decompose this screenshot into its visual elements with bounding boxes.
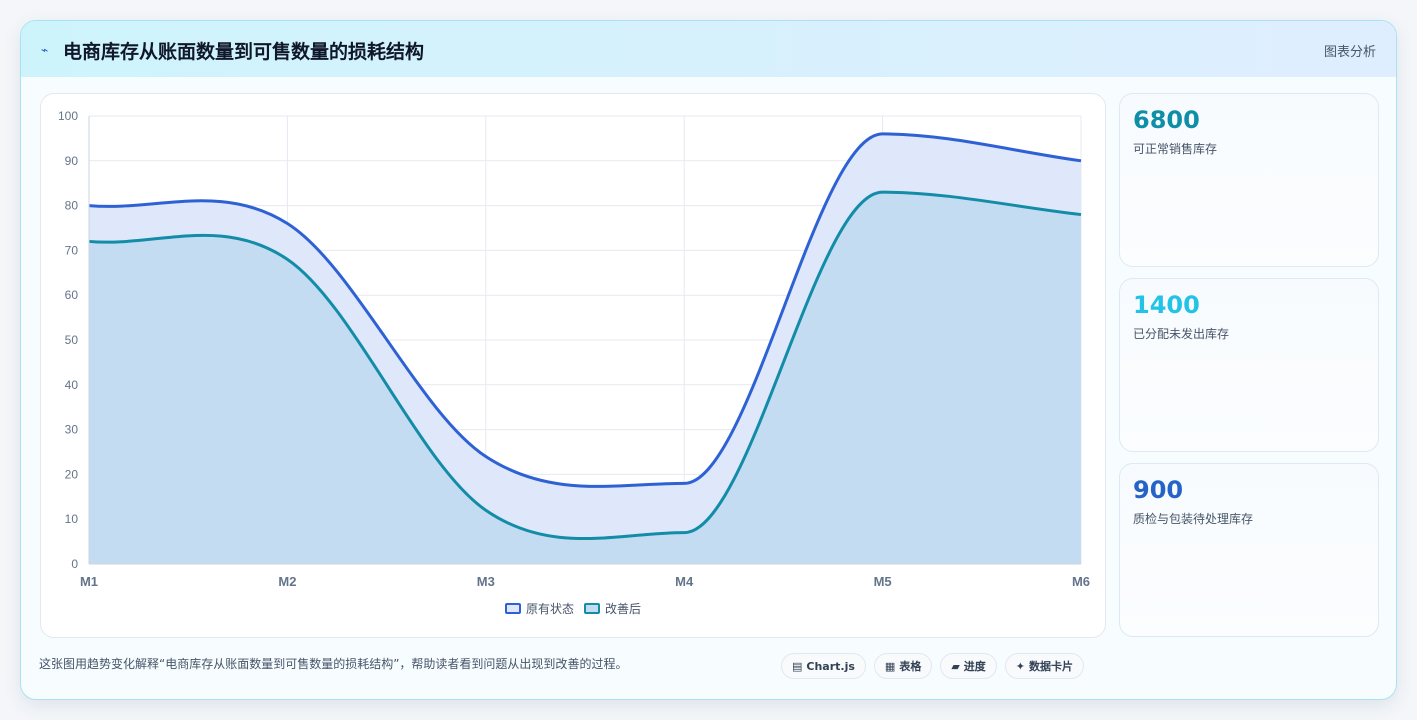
progress-icon: ▰	[951, 659, 960, 673]
x-tick-label: M2	[278, 574, 296, 589]
card-header: ⌁ 电商库存从账面数量到可售数量的损耗结构 图表分析	[21, 21, 1396, 77]
y-tick-label: 0	[71, 557, 78, 571]
y-tick-label: 30	[65, 423, 79, 437]
chip-progress[interactable]: ▰ 进度	[940, 653, 997, 679]
y-tick-label: 10	[65, 512, 79, 526]
legend-item-original[interactable]: 原有状态	[504, 600, 574, 617]
kpi-card-qc-pending: 900 质检与包装待处理库存	[1119, 463, 1379, 637]
y-tick-label: 80	[65, 199, 79, 213]
sparkle-icon: ✦	[1015, 659, 1026, 673]
chart-legend: 原有状态 改善后	[41, 600, 1105, 617]
kpi-card-sellable: 6800 可正常销售库存	[1119, 93, 1379, 267]
chip-chartjs[interactable]: ▤ Chart.js	[781, 653, 866, 679]
kpi-label: 质检与包装待处理库存	[1133, 512, 1254, 526]
x-tick-label: M3	[477, 574, 495, 589]
y-tick-label: 60	[65, 288, 79, 302]
kpi-label: 可正常销售库存	[1133, 142, 1218, 156]
dashboard-card: ⌁ 电商库存从账面数量到可售数量的损耗结构 图表分析 0 10 20 30 40 50 60…	[20, 20, 1397, 700]
pulse-icon: ⌁	[41, 43, 49, 57]
series-line-0	[88, 132, 1082, 488]
kpi-value: 1400	[1133, 291, 1200, 319]
chart-analysis-tag: 图表分析	[1323, 45, 1376, 60]
y-tick-label: 100	[58, 109, 78, 123]
kpi-value: 900	[1133, 476, 1184, 504]
chip-label: 数据卡片	[1029, 660, 1074, 673]
x-tick-label: M1	[80, 574, 98, 589]
series-area-1	[89, 192, 1081, 564]
legend-label-original: 原有状态	[525, 602, 574, 616]
legend-item-improved[interactable]: 改善后	[584, 600, 641, 617]
series-line-1	[88, 190, 1082, 540]
chart-caption: 这张图用趋势变化解释“电商库存从账面数量到可售数量的损耗结构”，帮助读者看到问题…	[39, 657, 628, 671]
y-tick-label: 20	[65, 467, 79, 481]
x-tick-label: M4	[675, 574, 694, 589]
legend-swatch-original	[504, 603, 521, 614]
table-icon: ▦	[884, 659, 896, 673]
y-tick-label: 40	[65, 378, 79, 392]
legend-label-improved: 改善后	[605, 602, 642, 616]
x-tick-label: M5	[874, 574, 892, 589]
area-chart: 0 10 20 30 40 50 60 70 80 90 100 M1 M2 M3 M4 M5 M6	[58, 109, 1090, 589]
kpi-card-allocated: 1400 已分配未发出库存	[1119, 278, 1379, 452]
chip-label: 表格	[899, 660, 922, 673]
kpi-value: 6800	[1133, 106, 1200, 134]
chip-label: Chart.js	[806, 659, 855, 673]
chip-data-card[interactable]: ✦ 数据卡片	[1004, 653, 1085, 679]
y-tick-label: 90	[65, 154, 79, 168]
y-tick-label: 50	[65, 333, 79, 347]
chart-panel: 0 10 20 30 40 50 60 70 80 90 100 M1 M2 M3 M4 M5 M6 原有状态 …	[40, 93, 1106, 638]
page-title: 电商库存从账面数量到可售数量的损耗结构	[63, 41, 425, 63]
kpi-label: 已分配未发出库存	[1133, 327, 1230, 341]
legend-swatch-improved	[584, 603, 600, 614]
chip-table[interactable]: ▦ 表格	[873, 653, 933, 679]
chip-label: 进度	[963, 660, 986, 673]
chart-icon: ▤	[792, 659, 803, 673]
y-tick-label: 70	[65, 243, 79, 257]
chip-row: ▤ Chart.js ▦ 表格 ▰ 进度 ✦ 数据卡片	[781, 653, 1085, 679]
x-tick-label: M6	[1072, 574, 1090, 589]
